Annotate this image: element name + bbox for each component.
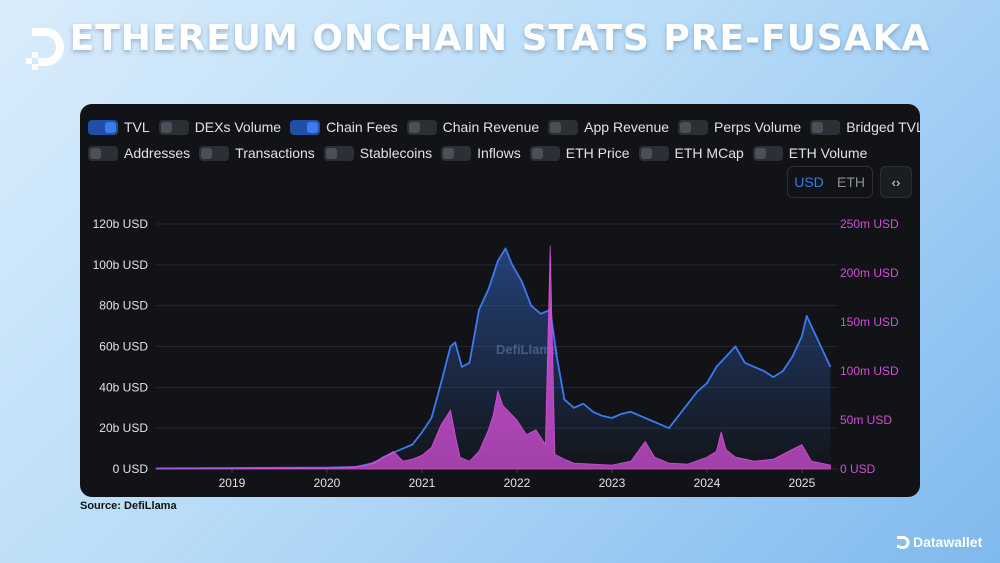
x-tick-label: 2025 [789, 476, 816, 490]
toggle-label: Transactions [235, 145, 315, 161]
toggle-addresses[interactable]: Addresses [88, 145, 190, 161]
toggle-label: Chain Revenue [442, 119, 540, 135]
toggle-row-1: TVL DEXs Volume Chain Fees Chain Revenue… [88, 114, 920, 140]
toggle-chain-fees[interactable]: Chain Fees [290, 119, 398, 135]
toggle-label: Addresses [124, 145, 191, 161]
toggle-switch[interactable] [529, 145, 560, 161]
y-left-tick-label: 100b USD [93, 258, 149, 272]
eth-button[interactable]: ETH [837, 174, 865, 190]
brand-name: Datawallet [913, 534, 983, 550]
source-note: Source: DefiLlama [80, 500, 177, 512]
y-right-tick-label: 200m USD [840, 266, 899, 280]
toggle-switch[interactable] [88, 119, 118, 135]
toggle-switch[interactable] [88, 145, 118, 161]
x-tick-label: 2020 [314, 476, 341, 490]
chart-panel: TVL DEXs Volume Chain Fees Chain Revenue… [80, 104, 920, 497]
toggle-label: DEXs Volume [194, 119, 282, 135]
currency-toggle: USD ETH [787, 166, 873, 198]
defillama-logo-icon [26, 28, 64, 70]
toggle-switch[interactable] [158, 119, 189, 135]
y-right-tick-label: 0 USD [840, 462, 876, 476]
toggle-switch[interactable] [752, 145, 783, 161]
toggle-label: ETH MCap [674, 145, 744, 161]
x-tick-label: 2023 [599, 476, 626, 490]
toggle-app-revenue[interactable]: App Revenue [548, 119, 669, 135]
toggle-switch[interactable] [441, 145, 472, 161]
y-left-tick-label: 20b USD [99, 421, 148, 435]
toggle-label: Stablecoins [359, 145, 433, 161]
toggle-eth-mcap[interactable]: ETH MCap [638, 145, 744, 161]
embed-button[interactable]: ‹› [880, 166, 912, 198]
toggle-switch[interactable] [678, 119, 709, 135]
brand-logo: Datawallet [896, 534, 982, 550]
x-tick-label: 2022 [504, 476, 531, 490]
toggle-label: ETH Price [565, 145, 630, 161]
y-left-tick-label: 40b USD [99, 380, 148, 394]
y-left-tick-label: 80b USD [99, 299, 148, 313]
toggle-tvl[interactable]: TVL [88, 119, 150, 135]
y-left-tick-label: 120b USD [93, 217, 149, 231]
toggle-transactions[interactable]: Transactions [199, 145, 315, 161]
y-left-tick-label: 60b USD [99, 340, 148, 354]
toggle-switch[interactable] [638, 145, 669, 161]
y-right-tick-label: 150m USD [840, 315, 899, 329]
toggle-row-2: Addresses Transactions Stablecoins Inflo… [88, 140, 918, 166]
x-tick-label: 2019 [219, 476, 246, 490]
code-icon: ‹› [891, 174, 901, 190]
metric-toggles: TVL DEXs Volume Chain Fees Chain Revenue… [88, 114, 920, 166]
toggle-label: Perps Volume [714, 119, 802, 135]
usd-button[interactable]: USD [794, 174, 824, 190]
tvl-line [155, 247, 832, 470]
tvl-area [156, 248, 831, 469]
y-right-tick-label: 50m USD [840, 413, 892, 427]
y-left-tick-label: 0 USD [113, 462, 149, 476]
toggle-label: TVL [124, 119, 150, 135]
toggle-switch[interactable] [323, 145, 354, 161]
toggle-stablecoins[interactable]: Stablecoins [323, 145, 433, 161]
toggle-inflows[interactable]: Inflows [441, 145, 521, 161]
toggle-label: Inflows [477, 145, 521, 161]
y-right-tick-label: 100m USD [840, 364, 899, 378]
toggle-eth-volume[interactable]: ETH Volume [752, 145, 868, 161]
x-tick-label: 2021 [409, 476, 436, 490]
page-title: ETHEREUM ONCHAIN STATS PRE-FUSAKA [69, 18, 931, 59]
toggle-eth-price[interactable]: ETH Price [529, 145, 630, 161]
toggle-perps-volume[interactable]: Perps Volume [678, 119, 801, 135]
toggle-switch[interactable] [810, 119, 841, 135]
x-tick-label: 2024 [694, 476, 721, 490]
toggle-label: ETH Volume [788, 145, 868, 161]
toggle-label: App Revenue [584, 119, 670, 135]
toggle-chain-revenue[interactable]: Chain Revenue [406, 119, 540, 135]
toggle-label: Bridged TVL [846, 119, 920, 135]
datawallet-logo-icon [897, 535, 910, 549]
toggle-switch[interactable] [199, 145, 230, 161]
chart: 0 USD 20b USD 40b USD 60b USD 80b USD 100b US… [93, 217, 899, 490]
y-right-tick-label: 250m USD [840, 217, 899, 231]
toggle-switch[interactable] [406, 119, 437, 135]
chain-fees-area [155, 245, 831, 470]
toggle-switch[interactable] [548, 119, 579, 135]
toggle-label: Chain Fees [326, 119, 398, 135]
toggle-dexs-volume[interactable]: DEXs Volume [158, 119, 282, 135]
toggle-switch[interactable] [290, 119, 321, 135]
toggle-bridged-tvl[interactable]: Bridged TVL [810, 119, 920, 135]
